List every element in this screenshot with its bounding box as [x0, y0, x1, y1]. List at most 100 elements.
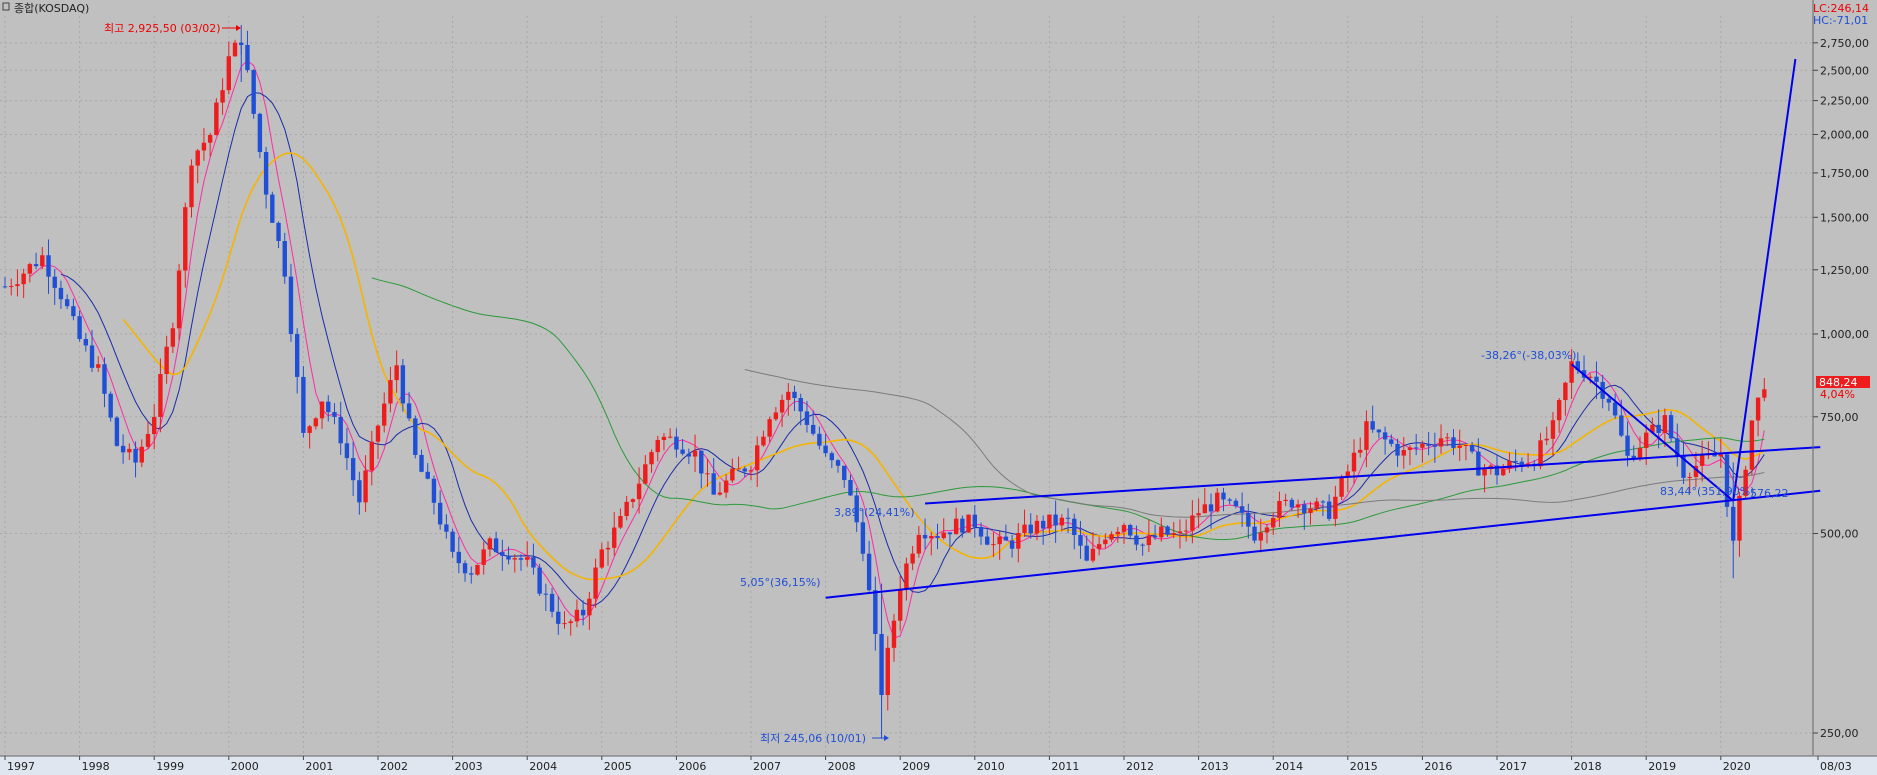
candle-up — [1345, 471, 1350, 478]
candle-down — [400, 365, 406, 404]
candle-down — [985, 536, 990, 545]
x-tick-label: 2018 — [1574, 760, 1602, 773]
candle-down — [406, 403, 412, 419]
candle-down — [842, 465, 847, 481]
x-tick-label: 08/03 — [1820, 760, 1852, 773]
candle-down — [1382, 432, 1388, 440]
candle-up — [773, 412, 779, 420]
candle-up — [1445, 437, 1450, 439]
candle-up — [1762, 389, 1767, 398]
candle-up — [1271, 517, 1276, 528]
candle-up — [382, 403, 387, 426]
candle-up — [1096, 544, 1102, 549]
x-axis-band — [0, 756, 1877, 775]
candle-down — [1469, 444, 1475, 452]
candle-down — [114, 417, 120, 446]
candle-down — [89, 345, 95, 368]
candle-down — [1395, 443, 1400, 456]
x-tick-label: 2005 — [604, 760, 632, 773]
candle-down — [1376, 429, 1382, 433]
candle-down — [282, 241, 287, 277]
x-tick-label: 2006 — [678, 760, 706, 773]
candle-down — [854, 495, 859, 523]
x-tick-label: 2001 — [305, 760, 333, 773]
candle-up — [1171, 533, 1176, 535]
x-axis: 1997 1998 1999 2000 2001 2002 2003 2004 2005 2006… — [0, 755, 1877, 775]
candle-down — [549, 593, 555, 612]
candle-up — [319, 401, 325, 419]
candle-up — [1438, 438, 1444, 447]
candle-down — [674, 436, 679, 450]
candle-down — [1476, 451, 1481, 476]
candle-up — [388, 380, 393, 404]
candle-up — [618, 515, 623, 528]
candle-down — [556, 611, 561, 624]
candle-up — [1569, 361, 1574, 383]
candle-up — [363, 470, 368, 503]
candle-up — [96, 364, 101, 368]
ma20-line — [122, 152, 1765, 581]
candle-down — [413, 418, 418, 455]
candle-up — [1183, 530, 1189, 532]
channel-upper-line — [925, 446, 1821, 505]
candle-up — [1295, 504, 1301, 508]
candle-down — [935, 535, 940, 539]
candle-down — [1681, 455, 1686, 478]
candle-down — [469, 573, 474, 575]
trend-value-label: 576,22 — [1750, 487, 1789, 500]
candle-down — [699, 450, 704, 474]
candle-down — [686, 453, 692, 457]
candle-up — [27, 264, 33, 274]
x-tick-label: 2002 — [380, 760, 408, 773]
candle-up — [220, 90, 225, 103]
candle-up — [195, 150, 200, 166]
candle-down — [1233, 500, 1239, 507]
candle-down — [1724, 454, 1730, 507]
candle-down — [1128, 524, 1133, 536]
candle-up — [127, 448, 132, 453]
candle-down — [1606, 398, 1612, 403]
x-tick-label: 1999 — [156, 760, 184, 773]
low-arrow-head — [884, 735, 889, 741]
candle-up — [1507, 460, 1512, 469]
candle-up — [201, 142, 207, 151]
candle-down — [431, 478, 437, 503]
candle-up — [904, 563, 909, 590]
candle-up — [755, 445, 760, 471]
candle-down — [1712, 454, 1717, 457]
candle-up — [1103, 539, 1108, 545]
candle-up — [1550, 420, 1556, 439]
candle-up — [624, 501, 629, 516]
candle-up — [189, 165, 194, 208]
trend-lines — [825, 58, 1821, 599]
candle-down — [543, 593, 549, 595]
candle-up — [1115, 531, 1120, 535]
candle-up — [1687, 476, 1692, 478]
candle-down — [1413, 447, 1419, 449]
x-tick-label: 2015 — [1350, 760, 1378, 773]
candle-up — [661, 436, 667, 440]
y-axis: 250,00 500,00 750,00 1,000,00 1,250,00 1,500,… — [1812, 0, 1869, 755]
candle-down — [860, 522, 866, 554]
candle-up — [214, 102, 219, 136]
ma120-line — [744, 369, 1765, 518]
candle-down — [83, 339, 89, 346]
down-trend-line — [1570, 363, 1734, 502]
candle-up — [1737, 495, 1742, 541]
candle-up — [1563, 382, 1568, 401]
candle-up — [176, 270, 182, 329]
candle-down — [810, 424, 816, 434]
candle-up — [692, 450, 698, 457]
candle-up — [605, 547, 611, 550]
x-tick-label: 2010 — [977, 760, 1005, 773]
candle-down — [251, 70, 256, 114]
candle-down — [326, 401, 331, 413]
candle-down — [817, 433, 822, 446]
candle-up — [1215, 492, 1220, 512]
x-tick-label: 2008 — [828, 760, 856, 773]
candle-down — [338, 416, 343, 444]
candle-up — [1190, 515, 1195, 531]
candle-down — [823, 445, 828, 454]
